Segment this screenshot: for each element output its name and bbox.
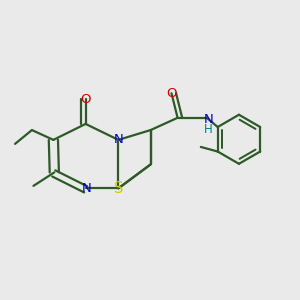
Text: O: O xyxy=(80,93,91,106)
Text: O: O xyxy=(166,87,177,100)
Text: H: H xyxy=(204,123,213,136)
Text: S: S xyxy=(114,181,123,196)
Text: N: N xyxy=(113,134,123,146)
Text: N: N xyxy=(203,113,213,126)
Text: N: N xyxy=(81,182,91,195)
